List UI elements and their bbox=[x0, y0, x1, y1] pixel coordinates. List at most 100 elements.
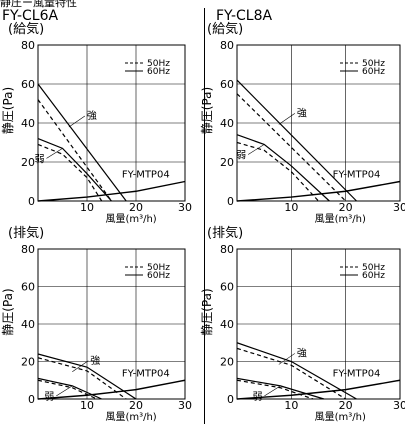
annotation-leader-strong bbox=[72, 360, 89, 372]
annotation-weak: 弱 bbox=[35, 153, 45, 165]
annotation-leader-strong bbox=[278, 353, 296, 365]
chart-panel-3: 0 20 40 60 80 10 20 30 (排気) 風量(m³/h) 静圧(Pa) 50Hz60H… bbox=[200, 225, 405, 423]
series-line-0 bbox=[236, 347, 346, 400]
annotation-weak: 弱 bbox=[236, 149, 246, 161]
annotation-leader-strong bbox=[278, 113, 296, 125]
legend-label-60hz: 60Hz bbox=[362, 271, 385, 281]
series-line-1 bbox=[236, 79, 357, 202]
plot-frame bbox=[236, 44, 401, 202]
y-tick-label: 40 bbox=[220, 117, 234, 130]
annotation-fy-mtp04: FY-MTP04 bbox=[333, 170, 381, 181]
y-tick-label: 0 bbox=[227, 195, 234, 208]
y-axis-label: 静圧(Pa) bbox=[200, 87, 214, 134]
annotation-leader-strong bbox=[68, 115, 86, 128]
chart-mode-label: (給気) bbox=[8, 21, 44, 37]
series-line-4 bbox=[236, 379, 401, 400]
y-tick-label: 80 bbox=[220, 243, 234, 256]
x-tick-label: 20 bbox=[129, 399, 143, 412]
y-tick-label: 80 bbox=[21, 243, 35, 256]
y-tick-label: 80 bbox=[220, 39, 234, 52]
y-tick-label: 60 bbox=[21, 281, 35, 294]
legend-label-50hz: 50Hz bbox=[147, 59, 170, 69]
x-tick-label: 20 bbox=[129, 201, 143, 214]
annotation-fy-mtp04: FY-MTP04 bbox=[122, 369, 170, 380]
annotation-weak: 弱 bbox=[252, 391, 262, 403]
legend-label-50hz: 50Hz bbox=[362, 59, 385, 69]
annotation-strong: 強 bbox=[297, 346, 307, 359]
annotation-strong: 強 bbox=[297, 106, 307, 119]
annotation-leader-weak bbox=[56, 385, 73, 397]
annotation-strong: 強 bbox=[90, 354, 100, 367]
series-line-4 bbox=[37, 180, 186, 202]
annotation-weak: 弱 bbox=[44, 391, 54, 403]
y-tick-label: 60 bbox=[220, 78, 234, 91]
x-tick-label: 10 bbox=[284, 399, 298, 412]
model-title-fy-cl6a: FY-CL6A bbox=[2, 8, 59, 24]
annotation-fy-mtp04: FY-MTP04 bbox=[122, 170, 170, 181]
annotation-leader-weak bbox=[264, 385, 281, 397]
x-tick-label: 10 bbox=[80, 201, 94, 214]
plot-frame bbox=[37, 248, 186, 400]
annotation-fy-mtp04: FY-MTP04 bbox=[333, 369, 381, 380]
y-tick-label: 60 bbox=[21, 78, 35, 91]
y-tick-label: 20 bbox=[21, 356, 35, 369]
series-line-1 bbox=[236, 342, 357, 400]
annotation-leader-weak bbox=[248, 144, 265, 155]
column-divider bbox=[204, 8, 205, 424]
annotation-strong: 強 bbox=[87, 109, 97, 122]
x-axis-label: 風量(m³/h) bbox=[105, 213, 156, 225]
series-line-2 bbox=[37, 379, 98, 400]
series-line-0 bbox=[37, 99, 112, 202]
y-tick-label: 20 bbox=[220, 356, 234, 369]
chart-panel-1: 0 20 40 60 80 10 20 30 (給気) 風量(m³/h) 静圧(Pa) 50Hz60H… bbox=[200, 21, 405, 225]
y-tick-label: 20 bbox=[220, 156, 234, 169]
y-axis-label: 静圧(Pa) bbox=[200, 288, 214, 335]
x-tick-label: 10 bbox=[284, 201, 298, 214]
legend-label-50hz: 50Hz bbox=[362, 263, 385, 273]
y-tick-label: 40 bbox=[21, 318, 35, 331]
x-tick-label: 30 bbox=[178, 201, 192, 214]
y-axis-label: 静圧(Pa) bbox=[1, 288, 15, 335]
x-tick-label: 10 bbox=[80, 399, 94, 412]
x-tick-label: 30 bbox=[393, 201, 405, 214]
chart-mode-label: (排気) bbox=[207, 225, 243, 241]
legend-label-60hz: 60Hz bbox=[147, 271, 170, 281]
legend-label-60hz: 60Hz bbox=[147, 67, 170, 77]
x-axis-label: 風量(m³/h) bbox=[315, 213, 366, 225]
series-line-2 bbox=[37, 143, 103, 202]
y-axis-label: 静圧(Pa) bbox=[1, 87, 15, 134]
series-line-2 bbox=[236, 141, 319, 202]
plot-frame bbox=[236, 248, 401, 400]
x-tick-label: 20 bbox=[339, 201, 353, 214]
page-title-prefix: 静圧ー風量特性 bbox=[0, 0, 77, 9]
x-axis-label: 風量(m³/h) bbox=[105, 411, 156, 423]
legend-label-60hz: 60Hz bbox=[362, 67, 385, 77]
annotation-leader-weak bbox=[46, 148, 63, 159]
y-tick-label: 80 bbox=[21, 39, 35, 52]
series-line-0 bbox=[236, 93, 347, 202]
y-tick-label: 0 bbox=[227, 393, 234, 406]
chart-panel-0: 0 20 40 60 80 10 20 30 (給気) 風量(m³/h) 静圧(Pa) 50Hz60H… bbox=[1, 21, 192, 225]
series-line-2 bbox=[236, 379, 314, 400]
y-tick-label: 60 bbox=[220, 281, 234, 294]
x-tick-label: 30 bbox=[178, 399, 192, 412]
series-line-0 bbox=[37, 357, 127, 400]
chart-mode-label: (排気) bbox=[8, 225, 44, 241]
chart-mode-label: (給気) bbox=[207, 21, 243, 37]
series-line-4 bbox=[236, 180, 401, 202]
x-axis-label: 風量(m³/h) bbox=[315, 411, 366, 423]
y-tick-label: 40 bbox=[220, 318, 234, 331]
y-tick-label: 0 bbox=[28, 393, 35, 406]
series-line-1 bbox=[37, 353, 137, 400]
series-line-1 bbox=[37, 83, 127, 202]
y-tick-label: 40 bbox=[21, 117, 35, 130]
model-title-fy-cl8a: FY-CL8A bbox=[216, 8, 273, 24]
x-tick-label: 30 bbox=[393, 399, 405, 412]
series-line-4 bbox=[37, 379, 186, 400]
y-tick-label: 0 bbox=[28, 195, 35, 208]
legend-label-50hz: 50Hz bbox=[147, 263, 170, 273]
chart-panel-2: 0 20 40 60 80 10 20 30 (排気) 風量(m³/h) 静圧(Pa) 50Hz60H… bbox=[1, 225, 192, 423]
series-line-3 bbox=[236, 134, 330, 202]
series-line-3 bbox=[37, 138, 112, 202]
